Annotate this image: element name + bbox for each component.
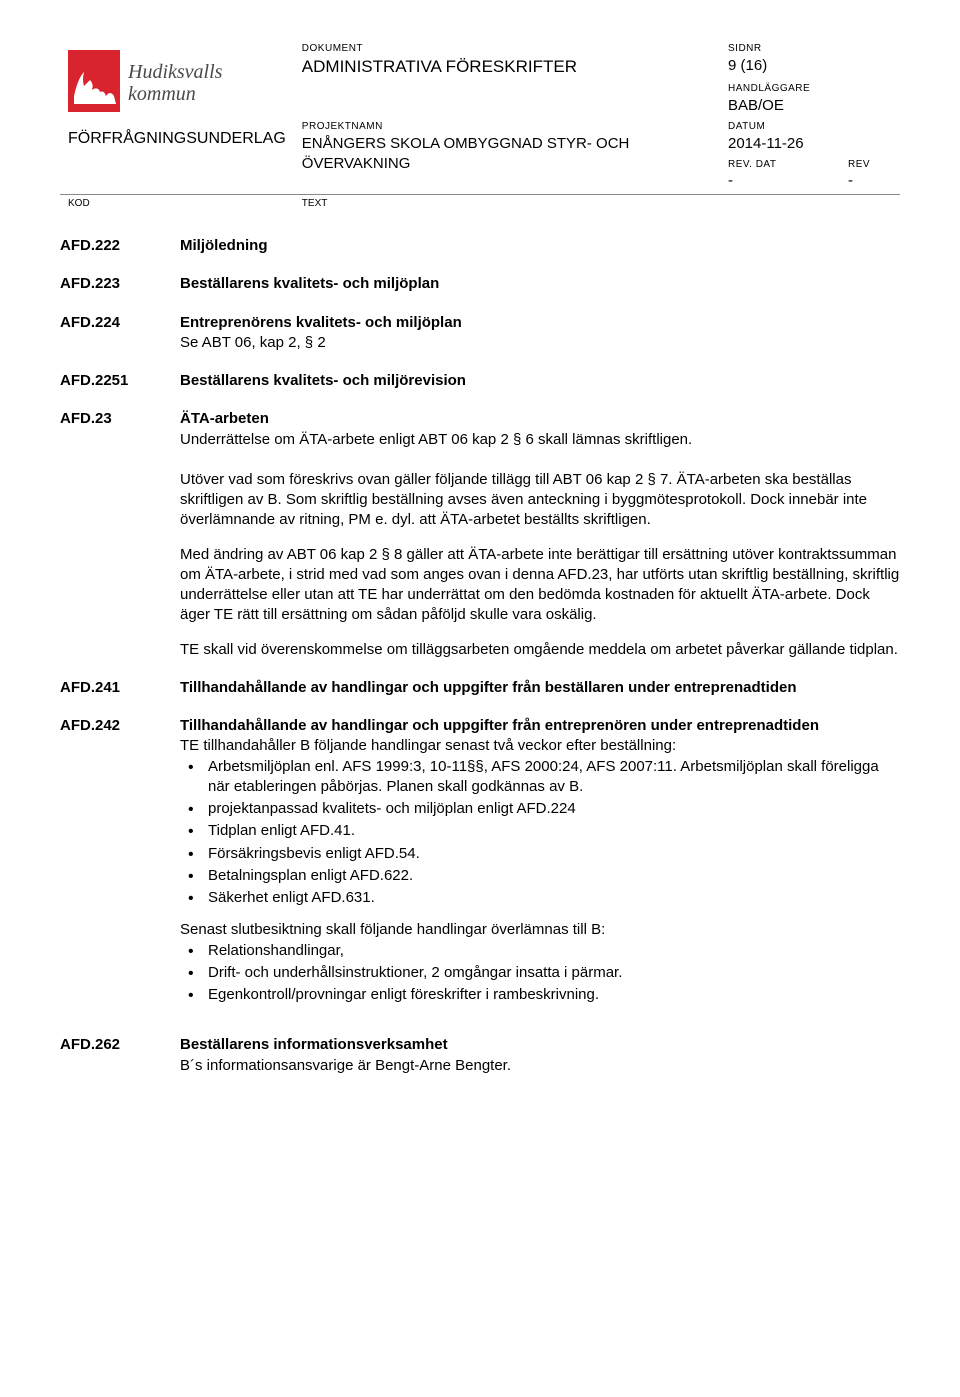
logo-text-1: Hudiksvalls [127, 61, 223, 83]
section-afd222: AFD.222 Miljöledning [60, 236, 900, 256]
list-item: Betalningsplan enligt AFD.622. [208, 866, 900, 886]
projektnamn-label: PROJEKTNAMN [302, 120, 712, 134]
section-title: Tillhandahållande av handlingar och uppg… [180, 678, 900, 698]
code: AFD.242 [60, 716, 180, 736]
handlaggare-label: HANDLÄGGARE [728, 82, 892, 96]
list-item: Arbetsmiljöplan enl. AFS 1999:3, 10-11§§… [208, 757, 900, 798]
section-title: Entreprenörens kvalitets- och miljöplan [180, 313, 900, 333]
code: AFD.223 [60, 274, 180, 294]
section-afd224: AFD.224 Entreprenörens kvalitets- och mi… [60, 313, 900, 354]
code: AFD.224 [60, 313, 180, 333]
list-item: Tidplan enligt AFD.41. [208, 821, 900, 841]
list-item: Egenkontroll/provningar enligt föreskrif… [208, 985, 900, 1005]
bullet-list-1: Arbetsmiljöplan enl. AFS 1999:3, 10-11§§… [180, 757, 900, 909]
list-item: projektanpassad kvalitets- och miljöplan… [208, 799, 900, 819]
section-afd2251: AFD.2251 Beställarens kvalitets- och mil… [60, 371, 900, 391]
list-item: Relationshandlingar, [208, 941, 900, 961]
list-item: Försäkringsbevis enligt AFD.54. [208, 844, 900, 864]
sidnr-label: SIDNR [728, 42, 832, 56]
body-text: TE tillhandahåller B följande handlingar… [180, 736, 900, 756]
body-text: Med ändring av ABT 06 kap 2 § 8 gäller a… [180, 545, 900, 626]
code: AFD.2251 [60, 371, 180, 391]
body-text: Underrättelse om ÄTA-arbete enligt ABT 0… [180, 430, 900, 450]
list-item: Säkerhet enligt AFD.631. [208, 888, 900, 908]
datum-label: DATUM [728, 120, 892, 134]
list-item: Drift- och underhållsinstruktioner, 2 om… [208, 963, 900, 983]
section-title: Beställarens kvalitets- och miljörevisio… [180, 371, 900, 391]
revdat-label: REV. DAT [728, 158, 832, 172]
dokument-label: DOKUMENT [302, 42, 712, 56]
body-text: TE skall vid överenskommelse om tilläggs… [180, 640, 900, 660]
revdat-value: - [728, 171, 832, 191]
section-afd23: AFD.23 ÄTA-arbeten Underrättelse om ÄTA-… [60, 409, 900, 660]
datum-value: 2014-11-26 [728, 134, 892, 154]
section-afd242: AFD.242 Tillhandahållande av handlingar … [60, 716, 900, 1017]
code: AFD.222 [60, 236, 180, 256]
section-title: Tillhandahållande av handlingar och uppg… [180, 716, 900, 736]
rev-label: REV [848, 158, 892, 172]
dokument-value: ADMINISTRATIVA FÖRESKRIFTER [302, 56, 712, 79]
body-text: B´s informationsansvarige är Bengt-Arne … [180, 1056, 900, 1076]
rev-value: - [848, 171, 892, 191]
municipality-logo: Hudiksvalls kommun [68, 42, 268, 122]
body-text: Senast slutbesiktning skall följande han… [180, 920, 900, 940]
bullet-list-2: Relationshandlingar, Drift- och underhål… [180, 941, 900, 1006]
section-afd241: AFD.241 Tillhandahållande av handlingar … [60, 678, 900, 698]
section-afd223: AFD.223 Beställarens kvalitets- och milj… [60, 274, 900, 294]
section-title: Miljöledning [180, 236, 900, 256]
section-afd262: AFD.262 Beställarens informationsverksam… [60, 1035, 900, 1076]
section-title: ÄTA-arbeten [180, 409, 900, 429]
code: AFD.241 [60, 678, 180, 698]
body-text: Utöver vad som föreskrivs ovan gäller fö… [180, 470, 900, 531]
section-title: Beställarens kvalitets- och miljöplan [180, 274, 900, 294]
code: AFD.262 [60, 1035, 180, 1055]
handlaggare-value: BAB/OE [728, 96, 892, 116]
code: AFD.23 [60, 409, 180, 429]
section-title: Beställarens informationsverksamhet [180, 1035, 900, 1055]
logo-text-2: kommun [128, 83, 196, 105]
document-body: AFD.222 Miljöledning AFD.223 Beställaren… [60, 236, 900, 1076]
projektnamn-value: ENÅNGERS SKOLA OMBYGGNAD STYR- OCH ÖVERV… [302, 134, 712, 175]
body-text: Se ABT 06, kap 2, § 2 [180, 333, 900, 353]
text-label: TEXT [294, 194, 900, 212]
kod-label: KOD [60, 194, 294, 212]
forfragningsunderlag: FÖRFRÅGNINGSUNDERLAG [68, 128, 286, 150]
sidnr-value: 9 (16) [728, 56, 832, 76]
document-header: Hudiksvalls kommun FÖRFRÅGNINGSUNDERLAG … [60, 40, 900, 212]
